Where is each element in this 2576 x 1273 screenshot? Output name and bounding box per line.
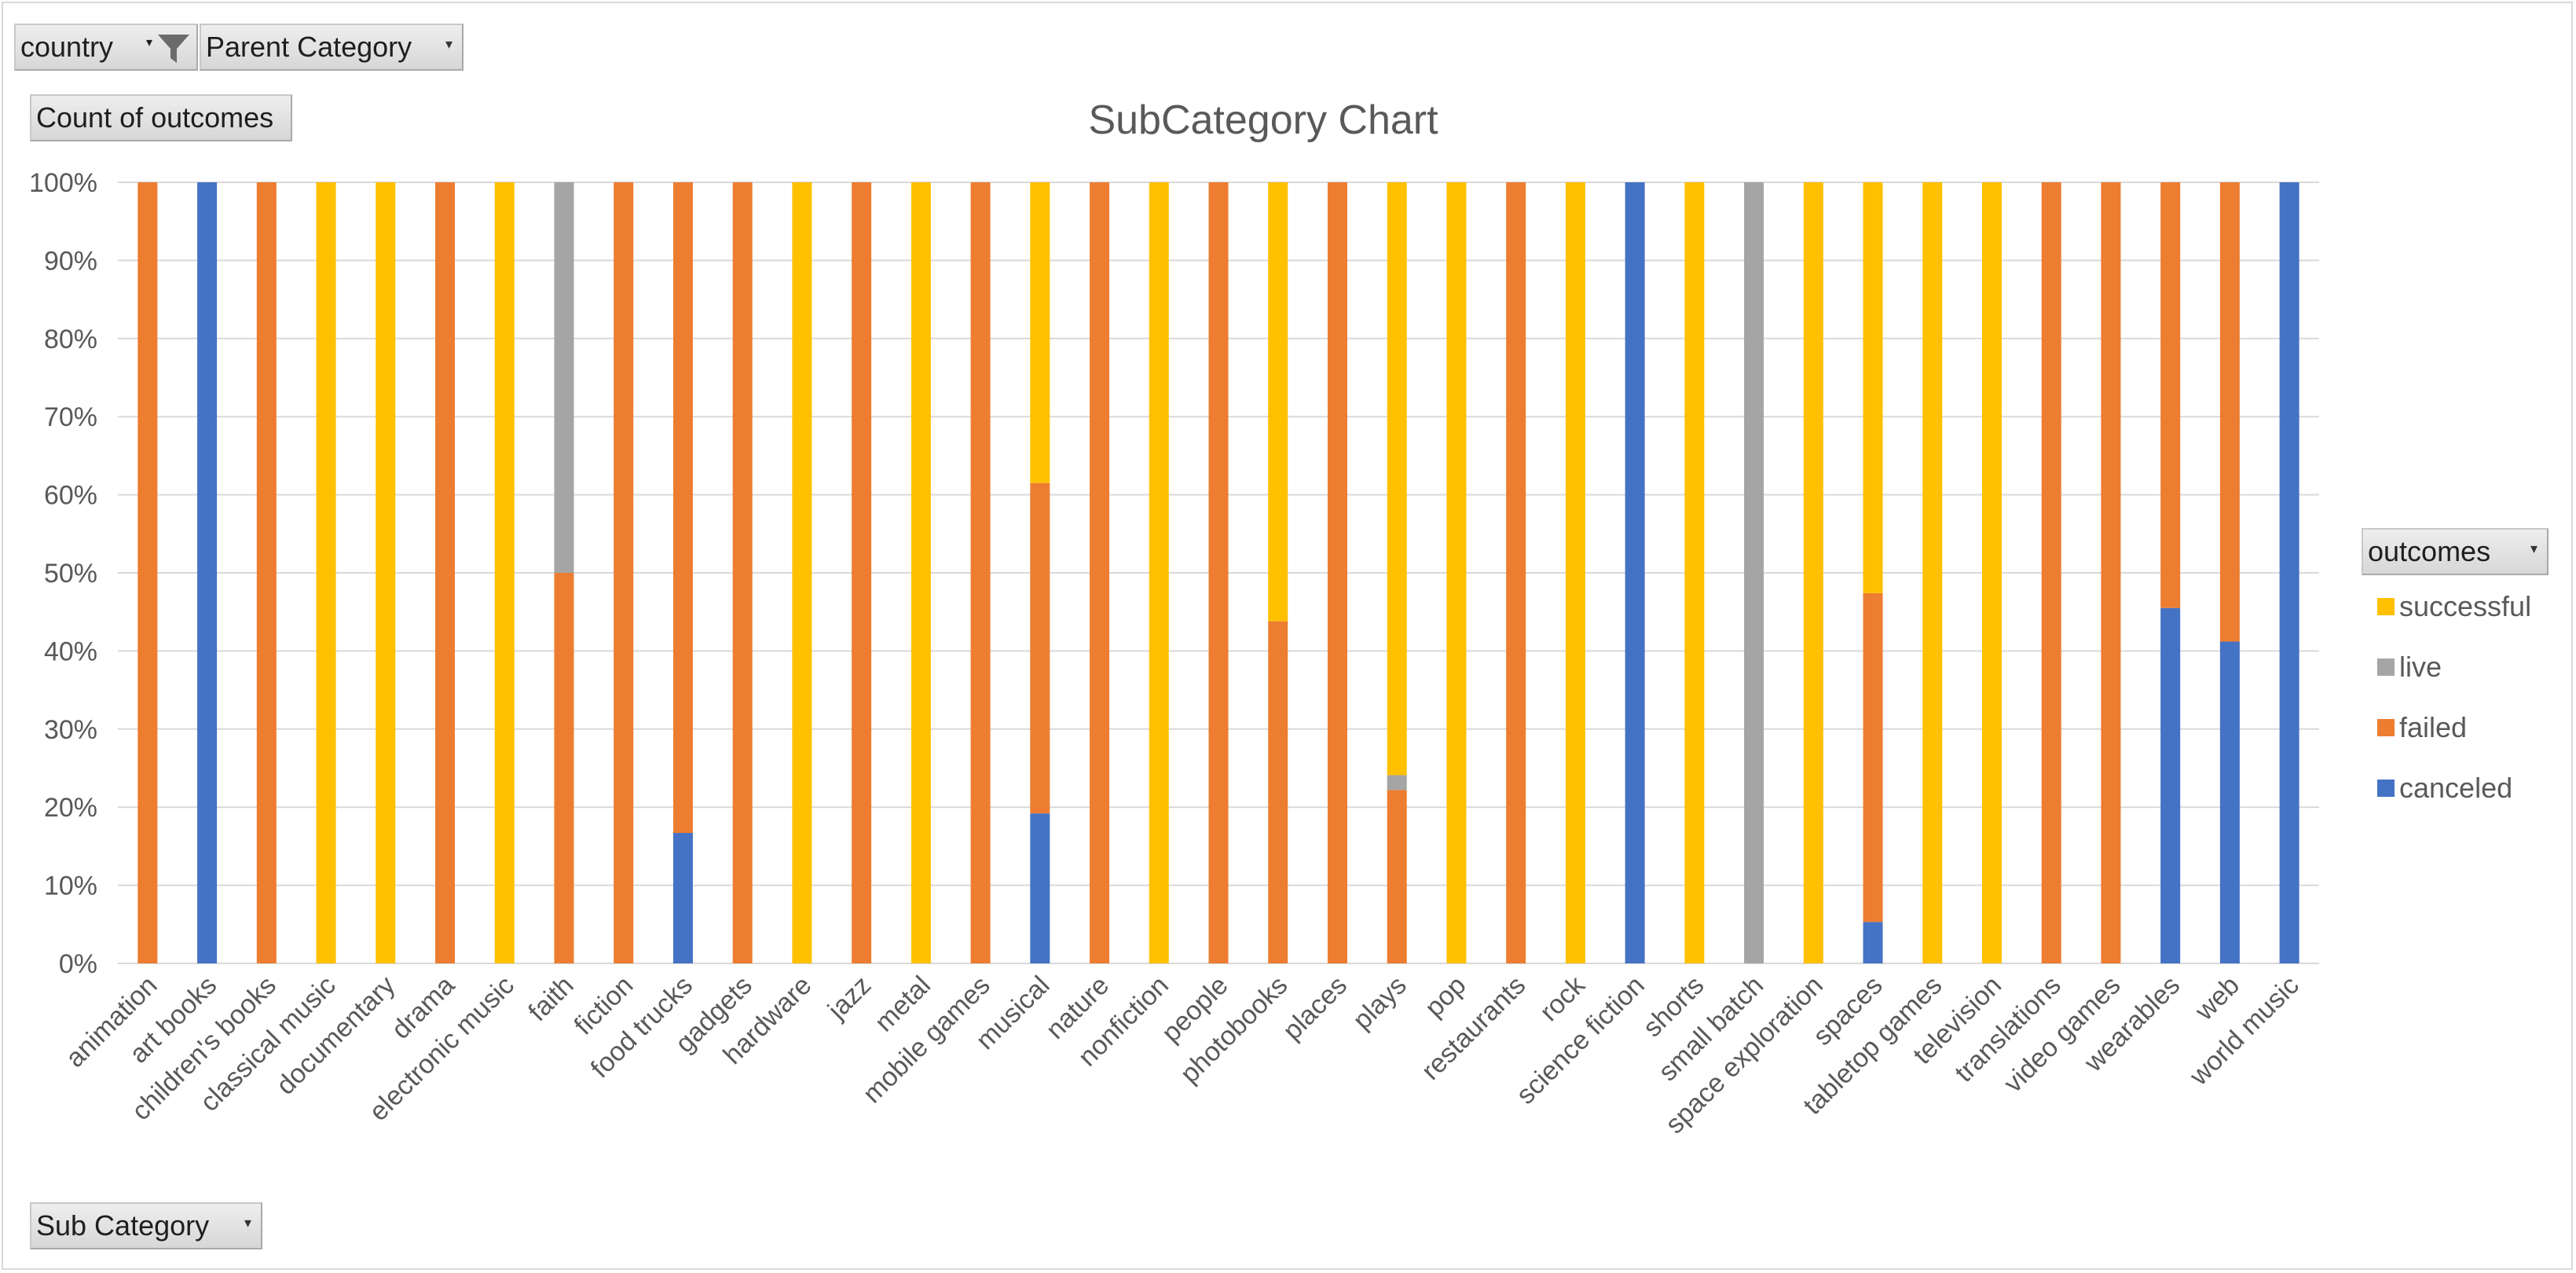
y-tick-label: 100% <box>29 168 97 198</box>
bar-segment-failed <box>2101 182 2121 963</box>
country-filter-label: country <box>20 31 114 63</box>
dropdown-arrow-icon: ▾ <box>145 36 152 50</box>
outcomes-legend-field-button[interactable]: outcomes ▾ <box>2362 528 2549 575</box>
y-tick-label: 70% <box>44 402 97 432</box>
bar-segment-failed <box>1327 182 1347 963</box>
bar-segment-failed <box>614 182 634 963</box>
bar-segment-failed <box>554 573 574 963</box>
dropdown-arrow-icon: ▾ <box>244 1215 251 1231</box>
dropdown-arrow-icon: ▾ <box>2530 541 2538 556</box>
bar-segment-live <box>554 182 574 573</box>
bar-segment-failed <box>2160 182 2181 608</box>
bar-segment-canceled <box>1625 182 1645 963</box>
y-tick-label: 60% <box>44 481 97 511</box>
x-tick-label: pop <box>1420 970 1472 1023</box>
bar-segment-successful <box>1446 182 1467 963</box>
bar-segment-successful <box>1149 182 1169 963</box>
legend-label-successful: successful <box>2399 590 2531 622</box>
legend-label-live: live <box>2399 651 2442 683</box>
bar-segment-failed <box>970 182 991 963</box>
legend-label-canceled: canceled <box>2399 772 2512 804</box>
sub-category-field-label: Sub Category <box>36 1209 210 1242</box>
bar-segment-failed <box>137 182 158 963</box>
legend-swatch-successful <box>2377 598 2395 615</box>
bar-segment-live <box>1387 775 1407 791</box>
parent-category-filter-label: Parent Category <box>206 31 412 63</box>
bar-segment-successful <box>376 182 396 963</box>
bar-segment-failed <box>2041 182 2061 963</box>
y-tick-label: 40% <box>44 636 97 666</box>
outcomes-field-label: outcomes <box>2368 535 2491 567</box>
bar-segment-successful <box>1268 182 1288 622</box>
bar-segment-failed <box>1090 182 1110 963</box>
bar-segment-successful <box>1684 182 1705 963</box>
legend-label-failed: failed <box>2399 711 2467 743</box>
values-field-button[interactable]: Count of outcomes <box>30 94 292 141</box>
bar-segment-successful <box>494 182 515 963</box>
x-tick-label: jazz <box>822 970 877 1025</box>
bar-segment-failed <box>1506 182 1526 963</box>
legend-swatch-canceled <box>2377 780 2395 797</box>
bar-segment-failed <box>852 182 872 963</box>
bar-segment-canceled <box>2279 182 2299 963</box>
y-tick-label: 30% <box>44 715 97 745</box>
x-tick-label: places <box>1277 970 1353 1046</box>
bar-segment-successful <box>792 182 812 963</box>
funnel-icon <box>158 35 189 63</box>
parent-category-filter-button[interactable]: Parent Category ▾ <box>200 24 464 71</box>
bar-segment-failed <box>1863 592 1883 923</box>
bar-segment-live <box>1744 182 1764 963</box>
dropdown-arrow-icon: ▾ <box>445 36 453 52</box>
bar-segment-successful <box>1030 182 1050 483</box>
sub-category-axis-button[interactable]: Sub Category ▾ <box>30 1202 262 1249</box>
bar-segment-failed <box>256 182 277 963</box>
legend-swatch-live <box>2377 659 2395 676</box>
bar-segment-canceled <box>2160 607 2181 963</box>
y-tick-label: 10% <box>44 871 97 901</box>
x-tick-label: plays <box>1347 970 1413 1036</box>
bar-segment-successful <box>1803 182 1823 963</box>
bars <box>137 182 2299 963</box>
y-axis-ticks: 0% 10% 20% 30% 40% 50% 60% 70% 80% 90% 100% <box>29 168 97 979</box>
values-field-label: Count of outcomes <box>36 101 274 134</box>
country-filter-button[interactable]: country ▾ <box>14 24 198 71</box>
bar-segment-canceled <box>2219 641 2240 963</box>
bar-segment-failed <box>435 182 456 963</box>
legend-swatch-failed <box>2377 719 2395 736</box>
y-tick-label: 20% <box>44 793 97 823</box>
bar-segment-successful <box>1863 182 1883 593</box>
legend: successful live failed canceled <box>2377 590 2531 804</box>
bar-segment-successful <box>1387 182 1407 776</box>
bar-segment-failed <box>1208 182 1229 963</box>
bar-segment-successful <box>1922 182 1943 963</box>
bar-segment-failed <box>1030 482 1050 814</box>
bar-segment-failed <box>672 182 693 834</box>
bar-segment-successful <box>316 182 336 963</box>
bar-segment-failed <box>1387 790 1407 963</box>
bar-segment-failed <box>1268 621 1288 963</box>
chart-title: SubCategory Chart <box>1088 97 1438 143</box>
bar-segment-canceled <box>197 182 218 963</box>
y-tick-label: 90% <box>44 246 97 276</box>
bar-segment-failed <box>732 182 753 963</box>
x-tick-label: world music <box>2183 970 2304 1091</box>
bar-segment-canceled <box>1863 922 1883 963</box>
bar-segment-successful <box>911 182 931 963</box>
bar-segment-successful <box>1565 182 1585 963</box>
y-tick-label: 50% <box>44 559 97 589</box>
y-tick-label: 80% <box>44 325 97 354</box>
bar-segment-failed <box>2219 182 2240 642</box>
y-tick-label: 0% <box>59 949 97 979</box>
bar-segment-canceled <box>1030 813 1050 963</box>
bar-segment-canceled <box>672 833 693 963</box>
bar-segment-successful <box>1981 182 2002 963</box>
